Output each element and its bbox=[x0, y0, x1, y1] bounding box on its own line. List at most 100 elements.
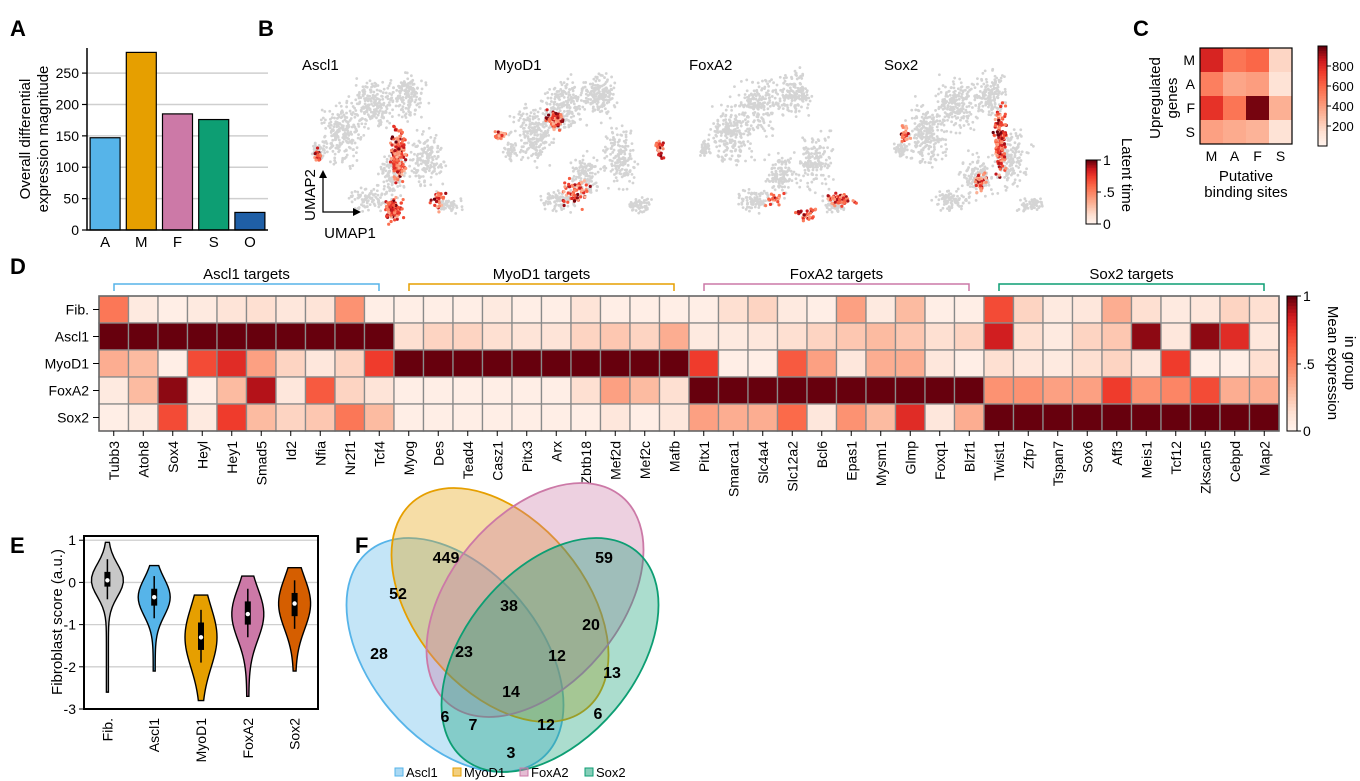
background-cell bbox=[974, 166, 977, 170]
background-cell bbox=[402, 110, 405, 114]
background-cell bbox=[348, 167, 352, 170]
background-cell bbox=[954, 131, 958, 135]
background-cell bbox=[404, 71, 407, 74]
background-cell bbox=[924, 113, 928, 117]
background-cell bbox=[939, 90, 943, 94]
background-cell bbox=[544, 200, 548, 203]
axes bbox=[86, 48, 268, 231]
latent-time-cell bbox=[796, 209, 801, 214]
background-cell bbox=[962, 111, 966, 115]
background-cell bbox=[980, 100, 983, 104]
background-cell bbox=[350, 101, 354, 105]
background-cell bbox=[783, 185, 787, 189]
background-cell bbox=[768, 180, 772, 183]
latent-time-cell bbox=[993, 123, 997, 128]
background-cell bbox=[351, 111, 355, 114]
background-cell bbox=[757, 119, 761, 123]
background-cell bbox=[410, 169, 414, 173]
background-cell bbox=[597, 79, 601, 82]
background-cell bbox=[442, 160, 446, 164]
background-cell bbox=[759, 199, 762, 203]
background-cell bbox=[371, 110, 375, 114]
background-cell bbox=[566, 96, 570, 99]
background-cell bbox=[784, 162, 788, 166]
latent-time-cell bbox=[393, 218, 397, 222]
background-cell bbox=[724, 118, 728, 122]
background-cell bbox=[386, 97, 390, 101]
background-cell bbox=[365, 119, 368, 122]
background-cell bbox=[916, 140, 920, 143]
background-cell bbox=[910, 116, 914, 120]
background-cell bbox=[773, 188, 777, 192]
background-cell bbox=[509, 142, 513, 146]
latent-time-cell bbox=[837, 198, 842, 202]
background-cell bbox=[615, 164, 619, 168]
background-cell bbox=[333, 156, 337, 160]
background-cell bbox=[599, 121, 603, 125]
background-cell bbox=[350, 133, 354, 136]
background-cell bbox=[739, 124, 743, 128]
background-cell bbox=[560, 195, 564, 199]
background-cell bbox=[513, 129, 517, 133]
background-cell bbox=[325, 150, 329, 154]
background-cell bbox=[408, 158, 412, 162]
background-cell bbox=[721, 156, 725, 160]
background-cell bbox=[522, 121, 526, 124]
background-cell bbox=[811, 173, 815, 176]
background-cell bbox=[391, 99, 395, 103]
background-cell bbox=[331, 128, 335, 131]
background-cell bbox=[789, 103, 793, 107]
background-cell bbox=[593, 108, 597, 112]
background-cell bbox=[905, 155, 909, 159]
background-cell bbox=[754, 94, 758, 98]
background-cell bbox=[345, 111, 348, 115]
background-cell bbox=[1005, 178, 1009, 182]
background-cell bbox=[1014, 134, 1018, 138]
background-cell bbox=[1013, 141, 1017, 145]
background-cell bbox=[370, 102, 373, 106]
background-cell bbox=[738, 104, 742, 108]
background-cell bbox=[331, 112, 335, 116]
background-cell bbox=[361, 85, 365, 89]
background-cell bbox=[435, 172, 438, 176]
background-cell bbox=[629, 149, 632, 152]
latent-time-cell bbox=[402, 143, 406, 147]
background-cell bbox=[395, 99, 399, 103]
background-cell bbox=[969, 102, 973, 105]
background-cell bbox=[624, 138, 628, 142]
background-cell bbox=[905, 148, 909, 152]
background-cell bbox=[1024, 173, 1028, 176]
background-cell bbox=[528, 140, 532, 144]
background-cell bbox=[706, 145, 710, 149]
background-cell bbox=[961, 201, 965, 205]
background-cell bbox=[1031, 199, 1035, 203]
background-cell bbox=[416, 102, 420, 106]
latent-time-cell bbox=[397, 129, 401, 133]
background-cell bbox=[733, 149, 737, 153]
background-cell bbox=[743, 96, 747, 100]
background-cell bbox=[585, 164, 589, 168]
latent-time-cell bbox=[396, 142, 400, 147]
background-cell bbox=[556, 199, 559, 203]
latent-time-cell bbox=[584, 183, 588, 187]
latent-time-cell bbox=[395, 170, 400, 174]
background-cell bbox=[794, 110, 797, 114]
background-cell bbox=[965, 177, 968, 180]
background-cell bbox=[346, 129, 350, 133]
background-cell bbox=[363, 197, 367, 201]
background-cell bbox=[616, 140, 620, 144]
background-cell bbox=[807, 153, 811, 156]
background-cell bbox=[941, 137, 945, 141]
umap-title: FoxA2 bbox=[689, 57, 732, 74]
background-cell bbox=[578, 160, 582, 163]
background-cell bbox=[433, 169, 436, 173]
background-cell bbox=[937, 73, 941, 77]
background-cell bbox=[571, 166, 575, 170]
background-cell bbox=[578, 172, 582, 175]
background-cell bbox=[579, 93, 583, 97]
background-cell bbox=[787, 97, 790, 100]
background-cell bbox=[780, 180, 784, 183]
background-cell bbox=[331, 138, 335, 142]
background-cell bbox=[394, 97, 398, 100]
background-cell bbox=[359, 108, 363, 112]
